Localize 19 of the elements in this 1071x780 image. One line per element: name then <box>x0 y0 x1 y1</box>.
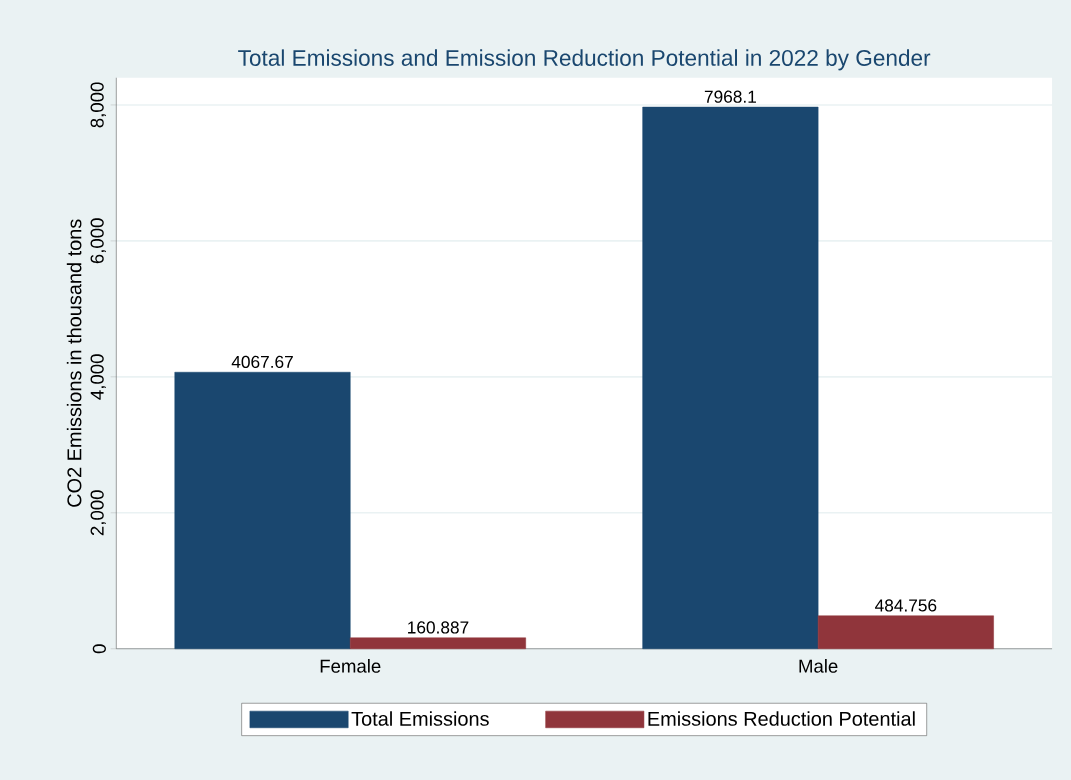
y-tick-label: 2,000 <box>90 490 106 535</box>
bar <box>642 106 819 649</box>
legend-label: Emissions Reduction Potential <box>648 711 915 726</box>
y-tick-label: 4,000 <box>90 354 106 400</box>
chart-title: Total Emissions and Emission Reduction Potential in 2022 by Gender <box>238 49 931 71</box>
data-label: 7968.1 <box>704 90 756 103</box>
bar <box>349 637 526 649</box>
x-tick-label: Male <box>799 658 838 673</box>
y-tick-label: 6,000 <box>90 218 106 264</box>
data-label: 160.887 <box>408 621 469 634</box>
bar <box>174 371 351 649</box>
y-tick-label: 8,000 <box>90 82 106 128</box>
data-label: 4067.67 <box>231 355 293 368</box>
y-tick-label: 0 <box>92 644 106 654</box>
data-label: 484.756 <box>875 599 937 612</box>
y-axis-title: CO2 Emissions in thousand tons <box>66 219 82 507</box>
bar <box>817 615 994 649</box>
x-tick-label: Female <box>320 658 381 673</box>
legend-label: Total Emissions <box>351 711 489 726</box>
